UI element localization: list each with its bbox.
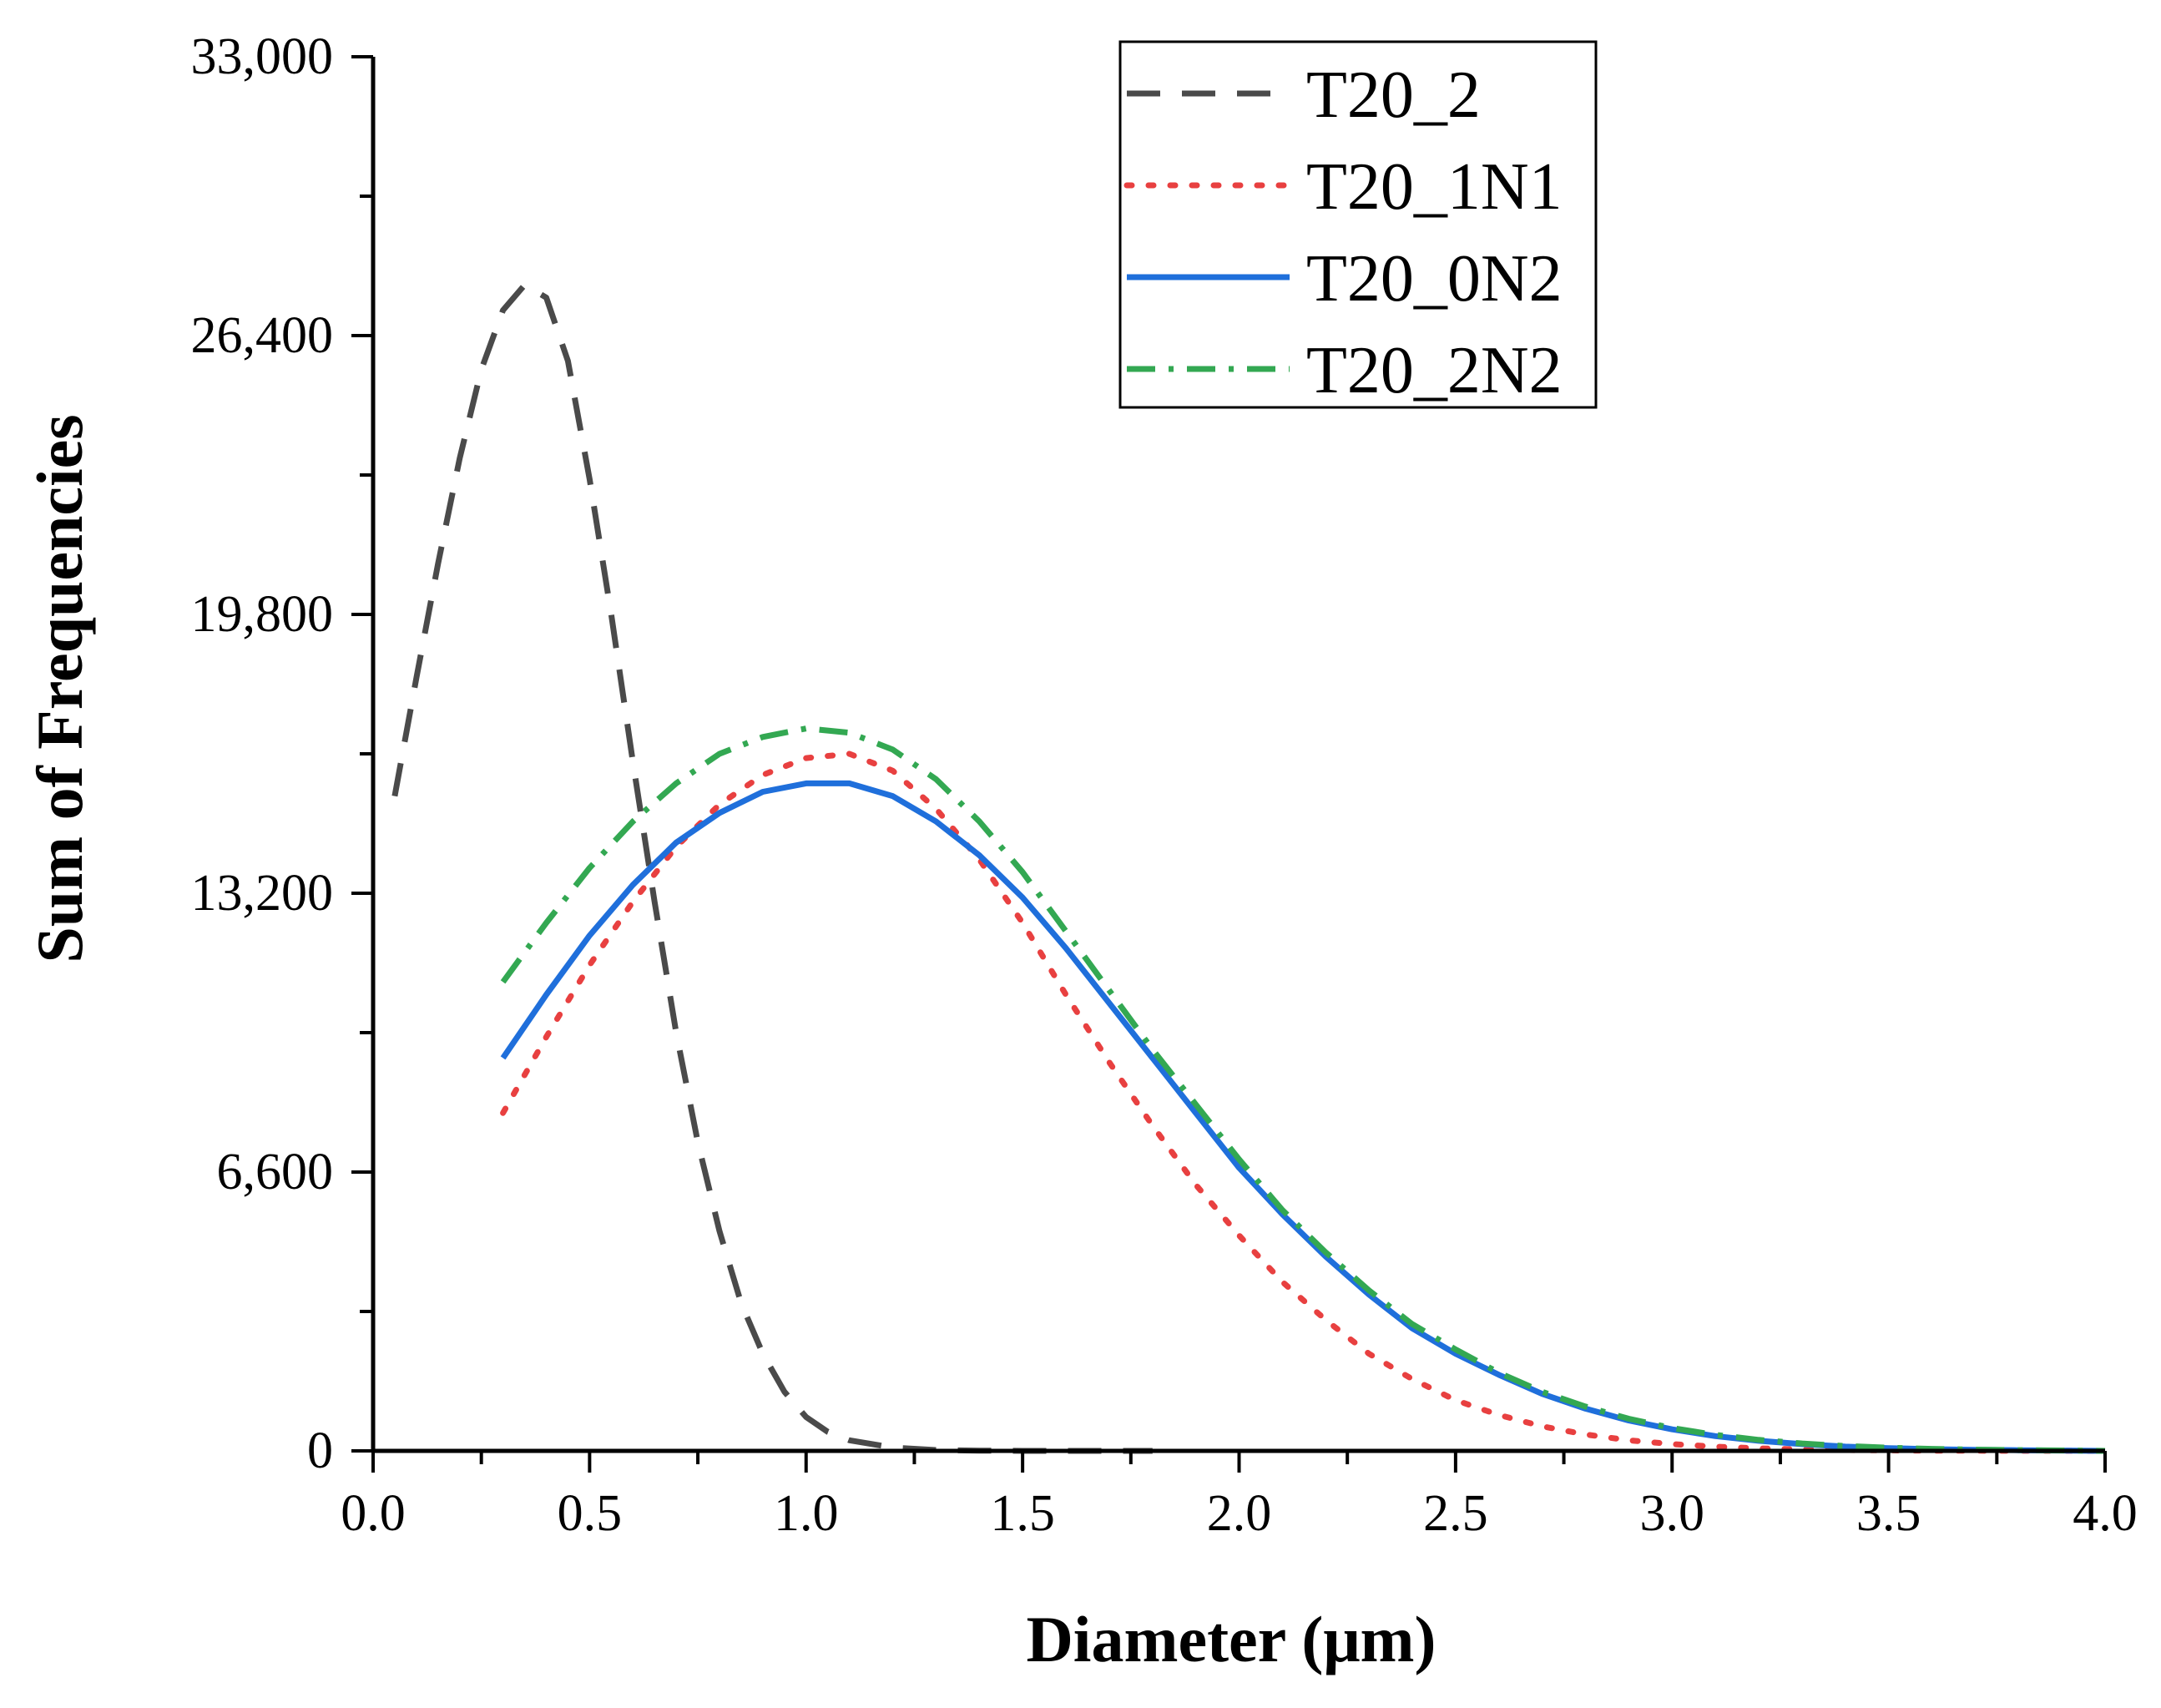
x-tick-label: 0.0 xyxy=(341,1485,406,1542)
x-tick-label: 1.5 xyxy=(990,1485,1055,1542)
y-tick-label: 26,400 xyxy=(191,307,334,364)
legend-box xyxy=(1118,40,1598,409)
series-line-t20-2n2 xyxy=(500,725,2106,1454)
x-tick-label: 3.5 xyxy=(1856,1485,1921,1542)
series-line-t20-2 xyxy=(391,281,1153,1454)
series-line-t20-0n2 xyxy=(500,780,2106,1454)
series-line-t20-1n1 xyxy=(500,750,2108,1454)
legend-label: T20_2 xyxy=(1306,58,1481,132)
x-tick-label: 1.0 xyxy=(774,1485,839,1542)
x-tick-label: 3.0 xyxy=(1640,1485,1705,1542)
legend-label: T20_0N2 xyxy=(1306,242,1563,316)
legend-label: T20_2N2 xyxy=(1306,334,1563,407)
y-tick-label: 33,000 xyxy=(191,28,334,85)
y-tick-label: 0 xyxy=(307,1422,333,1479)
ticks: 0.0 0.5 1.0 1.5 2.0 2.5 3.0 3.5 4.0 0 6,600 13,200 1… xyxy=(191,28,2138,1542)
x-tick-label: 2.5 xyxy=(1423,1485,1488,1542)
x-tick-label: 4.0 xyxy=(2073,1485,2138,1542)
legend: T20_2 T20_1N1 T20_0N2 T20_2N2 xyxy=(1118,40,1598,409)
x-axis-title: Diameter (μm) xyxy=(1026,1603,1436,1675)
y-tick-label: 13,200 xyxy=(191,865,334,922)
y-tick-label: 6,600 xyxy=(217,1144,334,1200)
series-layer xyxy=(391,281,2108,1454)
legend-label: T20_1N1 xyxy=(1306,150,1563,224)
y-tick-label: 19,800 xyxy=(191,586,334,643)
y-axis-title: Sum of Frequencies xyxy=(23,414,96,963)
x-tick-label: 2.0 xyxy=(1207,1485,1272,1542)
legend-items: T20_2 T20_1N1 T20_0N2 T20_2N2 xyxy=(1123,58,1563,407)
x-tick-label: 0.5 xyxy=(558,1485,623,1542)
